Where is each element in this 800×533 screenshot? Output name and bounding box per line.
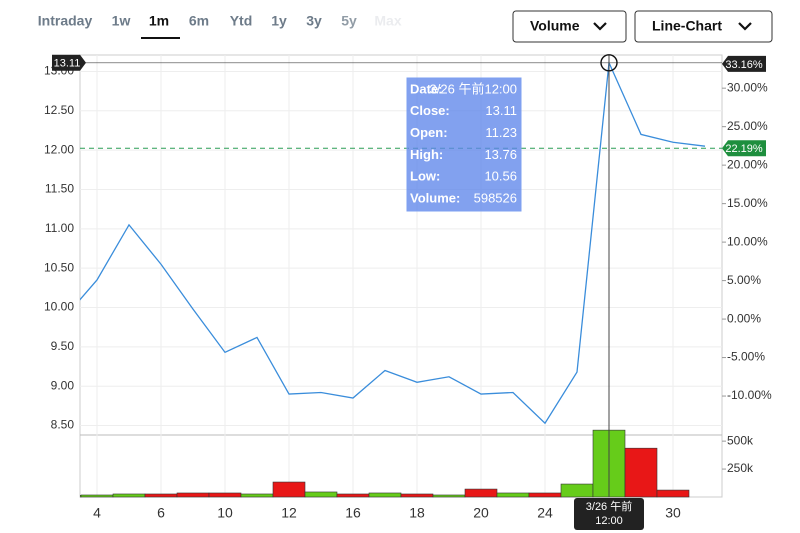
tooltip-label: Low: (410, 169, 440, 184)
volume-bar (240, 493, 274, 498)
volume-bar (528, 492, 562, 498)
tab[interactable]: Ytd (230, 13, 253, 29)
dropdown-label[interactable]: Line-Chart (652, 18, 722, 34)
tab[interactable]: 1w (112, 13, 131, 29)
y2-tick-label: 20.00% (727, 157, 768, 171)
price-badge (52, 54, 86, 71)
y-tick-label: 10.00 (44, 300, 74, 314)
y2-tick-label: 0.00% (727, 311, 761, 325)
tab[interactable]: 1y (271, 13, 287, 29)
tooltip-label: Open: (410, 125, 448, 140)
volume-bar (304, 491, 338, 498)
tooltip-label: Volume: (410, 190, 460, 205)
y-tick-label: 10.50 (44, 260, 74, 274)
plot-clip (80, 60, 706, 498)
y-tick-label: 9.50 (51, 339, 75, 353)
tooltip-label: High: (410, 147, 443, 162)
change-badge-label: 33.16% (725, 59, 763, 71)
volume-bar (272, 481, 306, 498)
tooltip-label: Date: (410, 81, 443, 96)
y-tick-label: 9.00 (51, 378, 75, 392)
plot-frame (79, 54, 723, 498)
x-hover-badge (574, 498, 644, 530)
y2-tick-label: 15.00% (727, 196, 768, 210)
x-tick-label: 18 (409, 505, 425, 521)
y2-tick-label: 25.00% (727, 119, 768, 133)
volume-bar (464, 488, 498, 498)
change-badge (722, 55, 766, 72)
y2-tick-label: -5.00% (727, 350, 765, 364)
hover-point (600, 54, 618, 72)
price-line (80, 60, 706, 425)
y-tick-label: 11.00 (45, 221, 74, 235)
tab-fade (372, 6, 402, 44)
tab[interactable]: 1m (149, 13, 169, 29)
tooltip-value: 598526 (474, 190, 517, 205)
x-tick-label: 16 (345, 505, 361, 521)
last-value-label: 22.19% (725, 143, 763, 155)
volume-bar (80, 494, 114, 498)
x-hover-label: 12:00 (595, 515, 623, 527)
x-tick-label: 12 (281, 505, 297, 521)
volume-bar (656, 489, 690, 498)
y2-tick-label: 5.00% (727, 273, 761, 287)
volume-bar (80, 495, 82, 498)
x-tick-label: 30 (665, 505, 681, 521)
y-tick-label: 12.50 (44, 103, 74, 117)
y2-tick-label: 10.00% (727, 234, 768, 248)
volume-dropdown[interactable] (512, 10, 627, 43)
volume-bar (208, 492, 242, 498)
volume-bar (176, 492, 210, 498)
volume-bar (560, 483, 594, 498)
tab[interactable]: 6m (189, 13, 209, 29)
y-tick-label: 8.50 (51, 418, 75, 432)
chart-type-dropdown[interactable] (634, 10, 773, 43)
volume-tick-label: 250k (727, 461, 754, 475)
last-value-badge (722, 140, 766, 157)
volume-bar (336, 493, 370, 498)
x-tick-label: 6 (157, 505, 165, 521)
volume-bar (112, 493, 146, 498)
tooltip-value: 10.56 (484, 169, 517, 184)
chevron (738, 22, 752, 31)
x-tick-label: 10 (217, 505, 233, 521)
x-tick-label: 20 (473, 505, 489, 521)
tooltip-value: 11.23 (485, 125, 517, 140)
volume-bar (400, 493, 434, 498)
y-tick-label: 12.00 (44, 142, 74, 156)
tooltip-value: 13.11 (485, 103, 517, 118)
volume-tick-label: 500k (727, 433, 754, 447)
tab[interactable]: Intraday (38, 13, 93, 29)
chevron (593, 22, 607, 31)
y-tick-label: 11.50 (45, 182, 74, 196)
volume-bar (144, 493, 178, 498)
x-tick-label: 24 (537, 505, 553, 521)
y2-tick-label: 30.00% (727, 80, 768, 94)
tooltip-value: 13.76 (484, 147, 517, 162)
tooltip-label: Close: (410, 103, 450, 118)
x-tick-label: 4 (93, 505, 101, 521)
tooltip-value: 3/26 午前12:00 (430, 81, 517, 96)
volume-bar (624, 447, 658, 498)
tooltip (406, 77, 522, 212)
volume-bar (496, 492, 530, 498)
x-hover-label: 3/26 午前 (586, 499, 632, 513)
tab[interactable]: 3y (306, 13, 322, 29)
tab[interactable]: 5y (341, 13, 357, 29)
dropdown-label[interactable]: Volume (530, 18, 580, 34)
y2-tick-label: -10.00% (727, 388, 772, 402)
volume-bar (368, 492, 402, 498)
volume-bar (432, 494, 466, 498)
price-badge-label: 13.11 (54, 58, 81, 70)
